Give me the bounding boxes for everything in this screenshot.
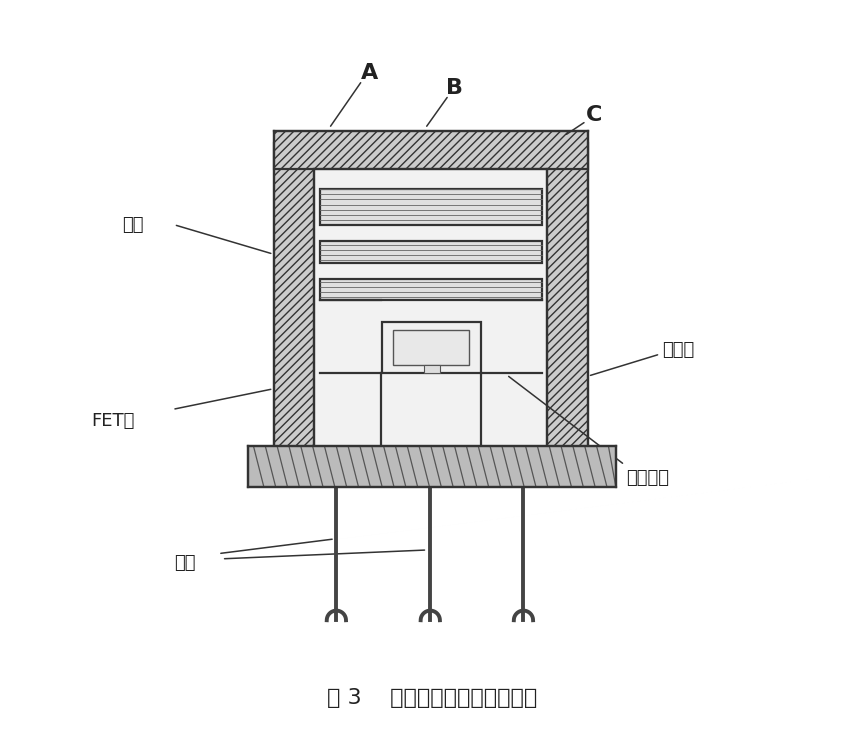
Bar [394, 329, 470, 365]
Bar [320, 241, 542, 263]
Text: B: B [446, 77, 463, 98]
Text: FET管: FET管 [91, 411, 134, 430]
Bar [273, 143, 314, 457]
Text: 图 3    热释电红外传感器结构图: 图 3 热释电红外传感器结构图 [327, 688, 538, 708]
Bar [320, 189, 542, 224]
Text: A: A [361, 63, 378, 83]
Text: 电路元件: 电路元件 [626, 469, 670, 486]
Text: 外壳: 外壳 [122, 215, 144, 234]
Bar [382, 323, 481, 372]
Bar [424, 365, 440, 372]
Text: C: C [586, 105, 602, 125]
Text: 引脚: 引脚 [174, 554, 195, 572]
Text: 支承环: 支承环 [662, 341, 694, 359]
Bar [314, 169, 548, 457]
Bar [320, 279, 542, 300]
Bar [273, 130, 588, 169]
Bar [247, 446, 616, 487]
Bar [548, 143, 588, 457]
